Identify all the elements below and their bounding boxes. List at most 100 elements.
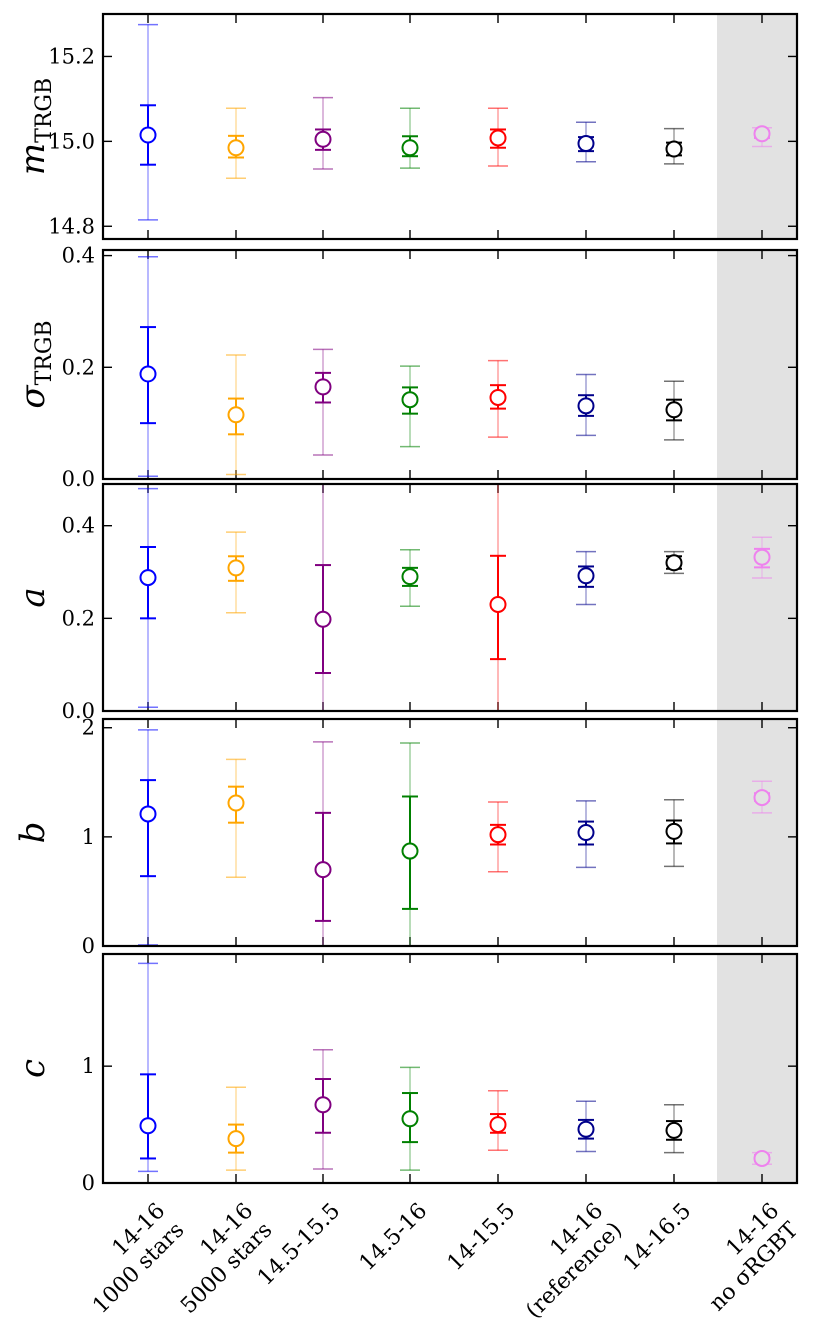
marker xyxy=(489,388,507,406)
x-category-label: 14-165000 stars xyxy=(157,1199,277,1319)
data-point-7 xyxy=(664,799,684,868)
marker xyxy=(227,559,245,577)
marker xyxy=(489,826,507,844)
y-tick-label: 0.2 xyxy=(62,355,95,379)
highlight-shading xyxy=(717,250,797,479)
y-tick-label: 0.4 xyxy=(62,244,95,268)
highlight-shading xyxy=(717,484,797,711)
data-point-7 xyxy=(664,380,684,441)
data-point-1 xyxy=(138,729,158,946)
marker xyxy=(753,789,771,807)
marker xyxy=(665,554,683,572)
marker xyxy=(139,126,157,144)
data-point-7 xyxy=(664,1103,684,1154)
marker xyxy=(577,824,595,841)
x-category-label: 14-16(reference) xyxy=(502,1199,627,1324)
marker xyxy=(577,134,595,152)
y-axis-label: c xyxy=(13,1059,53,1078)
data-point-4 xyxy=(400,742,420,946)
data-point-1 xyxy=(138,962,158,1173)
data-point-1 xyxy=(138,487,158,709)
data-point-6 xyxy=(576,1100,596,1153)
data-point-7 xyxy=(664,127,684,165)
panel-2: 0.0 0.2 0.4 σTRGB xyxy=(13,244,799,491)
y-axis-label: a xyxy=(13,587,53,607)
marker xyxy=(139,1117,157,1135)
data-point-2 xyxy=(226,107,246,180)
x-category-label: 14.5-16 xyxy=(355,1199,432,1276)
y-axis-label: mTRGB xyxy=(13,78,57,175)
data-point-5 xyxy=(488,359,508,438)
x-category-label: 14-161000 stars xyxy=(69,1199,189,1319)
data-point-6 xyxy=(576,550,596,606)
data-point-2 xyxy=(226,531,246,614)
marker xyxy=(314,1096,332,1114)
data-point-4 xyxy=(400,549,420,608)
highlight-shading xyxy=(717,719,797,946)
data-point-2 xyxy=(226,354,246,476)
data-point-1 xyxy=(138,23,158,221)
panel-frame xyxy=(101,12,799,241)
marker xyxy=(314,610,332,628)
data-point-3 xyxy=(313,741,333,946)
panel-5: 0 1 c xyxy=(13,952,799,1195)
data-point-4 xyxy=(400,107,420,169)
y-tick-label: 0 xyxy=(82,934,95,958)
data-point-3 xyxy=(313,484,333,711)
data-point-6 xyxy=(576,121,596,163)
data-points xyxy=(138,23,772,221)
marker xyxy=(489,595,507,613)
data-point-5 xyxy=(488,801,508,873)
panel-frame xyxy=(101,952,799,1185)
y-tick-label: 2 xyxy=(82,716,95,740)
marker xyxy=(314,378,332,396)
y-tick-label: 15.2 xyxy=(48,44,95,68)
marker xyxy=(401,1110,419,1128)
data-points xyxy=(138,255,684,477)
y-tick-label: 1 xyxy=(82,825,95,849)
y-tick-label: 1 xyxy=(82,1054,95,1078)
marker xyxy=(665,822,683,840)
data-point-4 xyxy=(400,365,420,448)
panel-frame xyxy=(101,482,799,713)
data-point-5 xyxy=(488,1089,508,1152)
data-point-6 xyxy=(576,373,596,437)
highlight-shading xyxy=(717,14,797,239)
panel-1: 14.8 15.0 15.2 mTRGB xyxy=(13,12,799,241)
data-points xyxy=(138,962,772,1173)
y-tick-label: 0.2 xyxy=(62,606,95,630)
marker xyxy=(577,397,595,415)
marker xyxy=(314,861,332,879)
data-point-8 xyxy=(752,125,772,148)
panel-4: 0 1 2 b xyxy=(13,716,799,958)
y-tick-label: 0.0 xyxy=(62,467,95,491)
data-point-3 xyxy=(313,348,333,456)
y-tick-label: 15.0 xyxy=(48,129,95,153)
marker xyxy=(139,805,157,823)
data-points xyxy=(138,729,772,946)
marker xyxy=(753,548,771,566)
data-point-8 xyxy=(752,536,772,579)
marker xyxy=(227,406,245,424)
highlight-shading xyxy=(717,954,797,1183)
y-tick-label: 0.4 xyxy=(62,514,95,538)
panels-layer: 14.8 15.0 15.2 mTRGB 0.0 0.2 0.4 σTRGB 0.0 0.2 0.4… xyxy=(13,12,799,1195)
data-point-8 xyxy=(752,780,772,814)
marker xyxy=(401,391,419,409)
y-axis-label: σTRGB xyxy=(13,320,57,408)
y-axis-label: b xyxy=(13,822,53,844)
marker xyxy=(665,140,683,158)
data-point-7 xyxy=(664,550,684,575)
data-point-4 xyxy=(400,1066,420,1171)
marker xyxy=(401,568,419,586)
marker xyxy=(227,139,245,157)
data-point-6 xyxy=(576,800,596,869)
marker xyxy=(401,842,419,860)
x-category-label: 14-15.5 xyxy=(443,1199,520,1276)
data-point-5 xyxy=(488,107,508,167)
data-point-3 xyxy=(313,96,333,170)
marker xyxy=(665,1121,683,1139)
marker xyxy=(227,794,245,812)
